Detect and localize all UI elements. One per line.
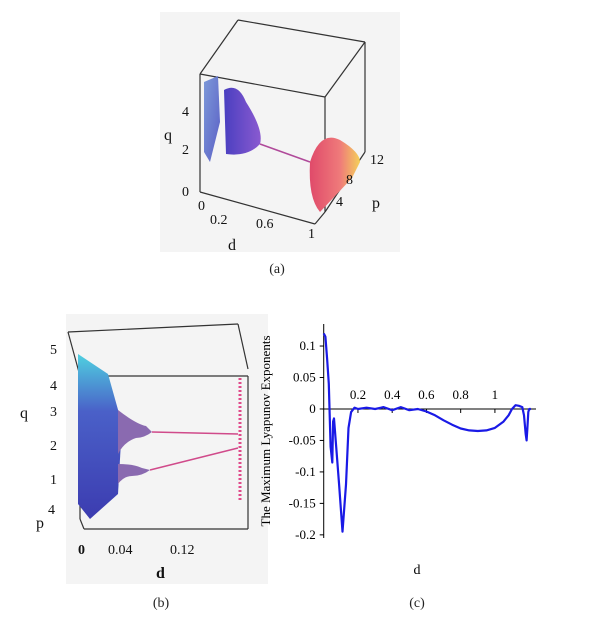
q-tick-b: 4	[50, 379, 57, 394]
p-tick-a: 4	[336, 195, 343, 210]
y-tick-label-c: -0.05	[289, 432, 316, 447]
q-axis-label-a: q	[164, 127, 172, 144]
y-tick-label-c: -0.2	[295, 527, 316, 542]
x-tick-label-c: 0.8	[453, 387, 469, 402]
q-tick-a: 4	[182, 105, 189, 120]
q-tick-b: 1	[50, 473, 57, 488]
d-tick-b: 0.12	[170, 543, 195, 558]
q-tick-b: 2	[50, 439, 57, 454]
q-axis-label-b: q	[20, 405, 28, 422]
cloud-a-3	[309, 137, 360, 212]
d-tick-b: 0	[78, 543, 85, 558]
cloud-b-1	[78, 354, 122, 519]
q-tick-a: 2	[182, 143, 189, 158]
y-tick-label-c: -0.1	[295, 464, 316, 479]
q-tick-b: 5	[50, 343, 57, 358]
axes-c: 0.1 0.05 0 -0.05 -0.1 -0.15 -0.2 0.2 0.4 0.6 0.8 1	[289, 324, 536, 542]
chart-a: 4 2 0 q 0 0.2 0.6 1 d 4 8 12 p	[160, 12, 400, 252]
x-tick-label-c: 0.6	[418, 387, 435, 402]
p-axis-label-a: p	[372, 195, 380, 212]
transition-line-a	[259, 143, 311, 163]
d-axis-label-a: d	[228, 237, 236, 252]
y-axis-label-c: The Maximum Lyapunov Exponents	[258, 335, 273, 526]
p-axis-label-b: p	[36, 515, 44, 532]
lyapunov-line	[322, 332, 531, 533]
d-tick-a: 0.6	[256, 217, 274, 232]
y-tick-label-c: -0.15	[289, 495, 316, 510]
q-tick-b: 3	[50, 405, 57, 420]
chart-c: 0.10.050-0.05-0.1-0.15-0.20.2 0.4 0.6 0.8 1 …	[258, 324, 536, 576]
caption-a: (a)	[269, 262, 285, 277]
d-tick-b: 0.04	[108, 543, 133, 558]
x-tick-label-c: 1	[492, 387, 499, 402]
y-tick-label-c: 0.05	[293, 370, 316, 385]
cloud-a-2	[224, 87, 261, 155]
p-tick-a: 12	[370, 153, 384, 168]
cloud-a-1	[204, 76, 220, 162]
p-tick-b: 4	[48, 503, 55, 518]
x-tick-label-c: 0.2	[350, 387, 366, 402]
y-tick-label-c: 0	[309, 401, 316, 416]
d-tick-a: 0	[198, 199, 205, 214]
caption-c: (c)	[409, 596, 425, 611]
d-tick-a: 1	[308, 227, 315, 242]
y-tick-label-c: 0.1	[299, 338, 315, 353]
x-axis-label-c: d	[414, 563, 421, 576]
q-tick-a: 0	[182, 185, 189, 200]
caption-b: (b)	[152, 596, 170, 611]
d-tick-a: 0.2	[210, 213, 228, 228]
x-tick-label-c: 0.4	[384, 387, 401, 402]
d-axis-label-b: d	[156, 565, 165, 582]
chart-b: 5 4 3 2 1 q 4 p 0 0.04 0.12 d	[20, 314, 268, 584]
branches-b	[118, 410, 239, 484]
p-tick-a: 8	[346, 173, 353, 188]
